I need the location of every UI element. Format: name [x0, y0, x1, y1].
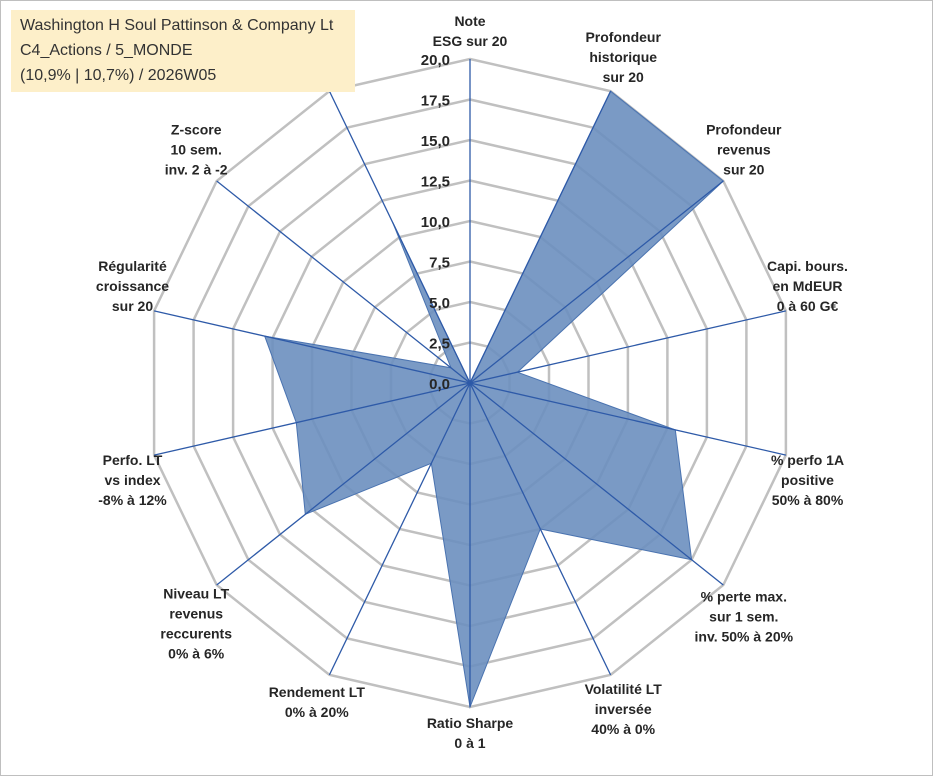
axis-label-9-line-2: reccurents — [160, 625, 232, 641]
spoke-13 — [328, 90, 471, 384]
axis-label-11: Régularité croissance sur 20 — [96, 258, 169, 314]
series-area — [263, 90, 725, 709]
axis-label-6: Volatilité LT inversée 40% à 0% — [585, 681, 663, 737]
spoke-11 — [153, 310, 471, 384]
axis-label-4-line-2: 50% à 80% — [772, 492, 844, 508]
axis-label-3-line-2: 0 à 60 G€ — [777, 298, 839, 314]
axis-label-2-line-2: sur 20 — [723, 162, 764, 178]
axis-label-0-line-0: Note — [454, 13, 485, 29]
spoke-9 — [216, 382, 471, 586]
axis-label-6-line-1: inversée — [595, 701, 652, 717]
axis-label-10: Perfo. LT vs index -8% à 12% — [98, 452, 167, 508]
axis-label-2-line-0: Profondeur — [706, 122, 782, 138]
axis-label-3-line-0: Capi. bours. — [767, 258, 848, 274]
axis-label-9-line-0: Niveau LT — [163, 585, 229, 601]
spoke-12 — [216, 180, 471, 384]
axis-label-5: % perte max. sur 1 sem. inv. 50% à 20% — [695, 588, 794, 644]
axis-label-3-line-1: en MdEUR — [773, 278, 843, 294]
title-company: Washington H Soul Pattinson & Company Lt — [20, 17, 334, 34]
axis-label-4-line-1: positive — [781, 472, 834, 488]
axis-label-8-line-0: Rendement LT — [269, 684, 366, 700]
spoke-10 — [153, 382, 471, 456]
axis-label-6-line-0: Volatilité LT — [585, 681, 663, 697]
tick-label-1: 2,5 — [429, 336, 450, 353]
tick-label-8: 20,0 — [421, 52, 450, 69]
tick-label-5: 12,5 — [421, 174, 450, 191]
axis-label-4: % perfo 1A positive 50% à 80% — [771, 452, 844, 508]
axis-label-5-line-1: sur 1 sem. — [709, 608, 778, 624]
tick-label-3: 7,5 — [429, 255, 450, 272]
axis-label-0: Note ESG sur 20 — [433, 13, 508, 49]
spoke-2 — [469, 180, 724, 384]
axis-label-12: Z-score 10 sem. inv. 2 à -2 — [165, 122, 228, 178]
axis-label-11-line-1: croissance — [96, 278, 169, 294]
tick-label-4: 10,0 — [421, 214, 450, 231]
axis-label-0-line-1: ESG sur 20 — [433, 33, 508, 49]
axis-label-10-line-1: vs index — [104, 472, 160, 488]
title-stats: (10,9% | 10,7%) / 2026W05 — [20, 67, 217, 84]
axis-label-9-line-3: 0% à 6% — [168, 645, 225, 661]
tick-label-6: 15,0 — [421, 133, 450, 150]
axis-label-7: Ratio Sharpe 0 à 1 — [427, 715, 514, 751]
axis-label-8-line-1: 0% à 20% — [285, 704, 349, 720]
axis-label-1-line-0: Profondeur — [585, 29, 661, 45]
tick-label-0: 0,0 — [429, 376, 450, 393]
spoke-5 — [469, 382, 724, 586]
axis-label-5-line-2: inv. 50% à 20% — [695, 628, 794, 644]
axis-label-12-line-0: Z-score — [171, 122, 222, 138]
title-box: Washington H Soul Pattinson & Company Lt… — [11, 10, 355, 92]
axis-label-1-line-1: historique — [589, 49, 657, 65]
axis-label-7-line-0: Ratio Sharpe — [427, 715, 514, 731]
axis-label-2-line-1: revenus — [717, 142, 771, 158]
axis-label-7-line-1: 0 à 1 — [454, 735, 485, 751]
axis-label-4-line-0: % perfo 1A — [771, 452, 844, 468]
axis-label-12-line-2: inv. 2 à -2 — [165, 162, 228, 178]
axis-label-12-line-1: 10 sem. — [171, 142, 222, 158]
axis-label-1-line-2: sur 20 — [603, 69, 644, 85]
title-category: C4_Actions / 5_MONDE — [20, 42, 193, 59]
axis-label-11-line-0: Régularité — [98, 258, 167, 274]
spoke-8 — [328, 382, 471, 676]
axis-label-8: Rendement LT 0% à 20% — [269, 684, 366, 720]
axis-label-9: Niveau LT revenus reccurents 0% à 6% — [160, 585, 232, 661]
spoke-3 — [469, 310, 787, 384]
spoke-6 — [469, 382, 612, 676]
axis-label-10-line-0: Perfo. LT — [103, 452, 163, 468]
tick-label-2: 5,0 — [429, 295, 450, 312]
axis-label-3: Capi. bours. en MdEUR 0 à 60 G€ — [767, 258, 848, 314]
axis-label-11-line-2: sur 20 — [112, 298, 153, 314]
spoke-1 — [469, 90, 612, 384]
axis-label-10-line-2: -8% à 12% — [98, 492, 167, 508]
axis-label-9-line-1: revenus — [169, 605, 223, 621]
axis-label-5-line-0: % perte max. — [701, 588, 787, 604]
tick-label-7: 17,5 — [421, 93, 450, 110]
axis-label-6-line-2: 40% à 0% — [591, 721, 655, 737]
axis-label-2: Profondeur revenus sur 20 — [706, 122, 782, 178]
axis-label-1: Profondeur historique sur 20 — [585, 29, 661, 85]
spoke-4 — [469, 382, 787, 456]
